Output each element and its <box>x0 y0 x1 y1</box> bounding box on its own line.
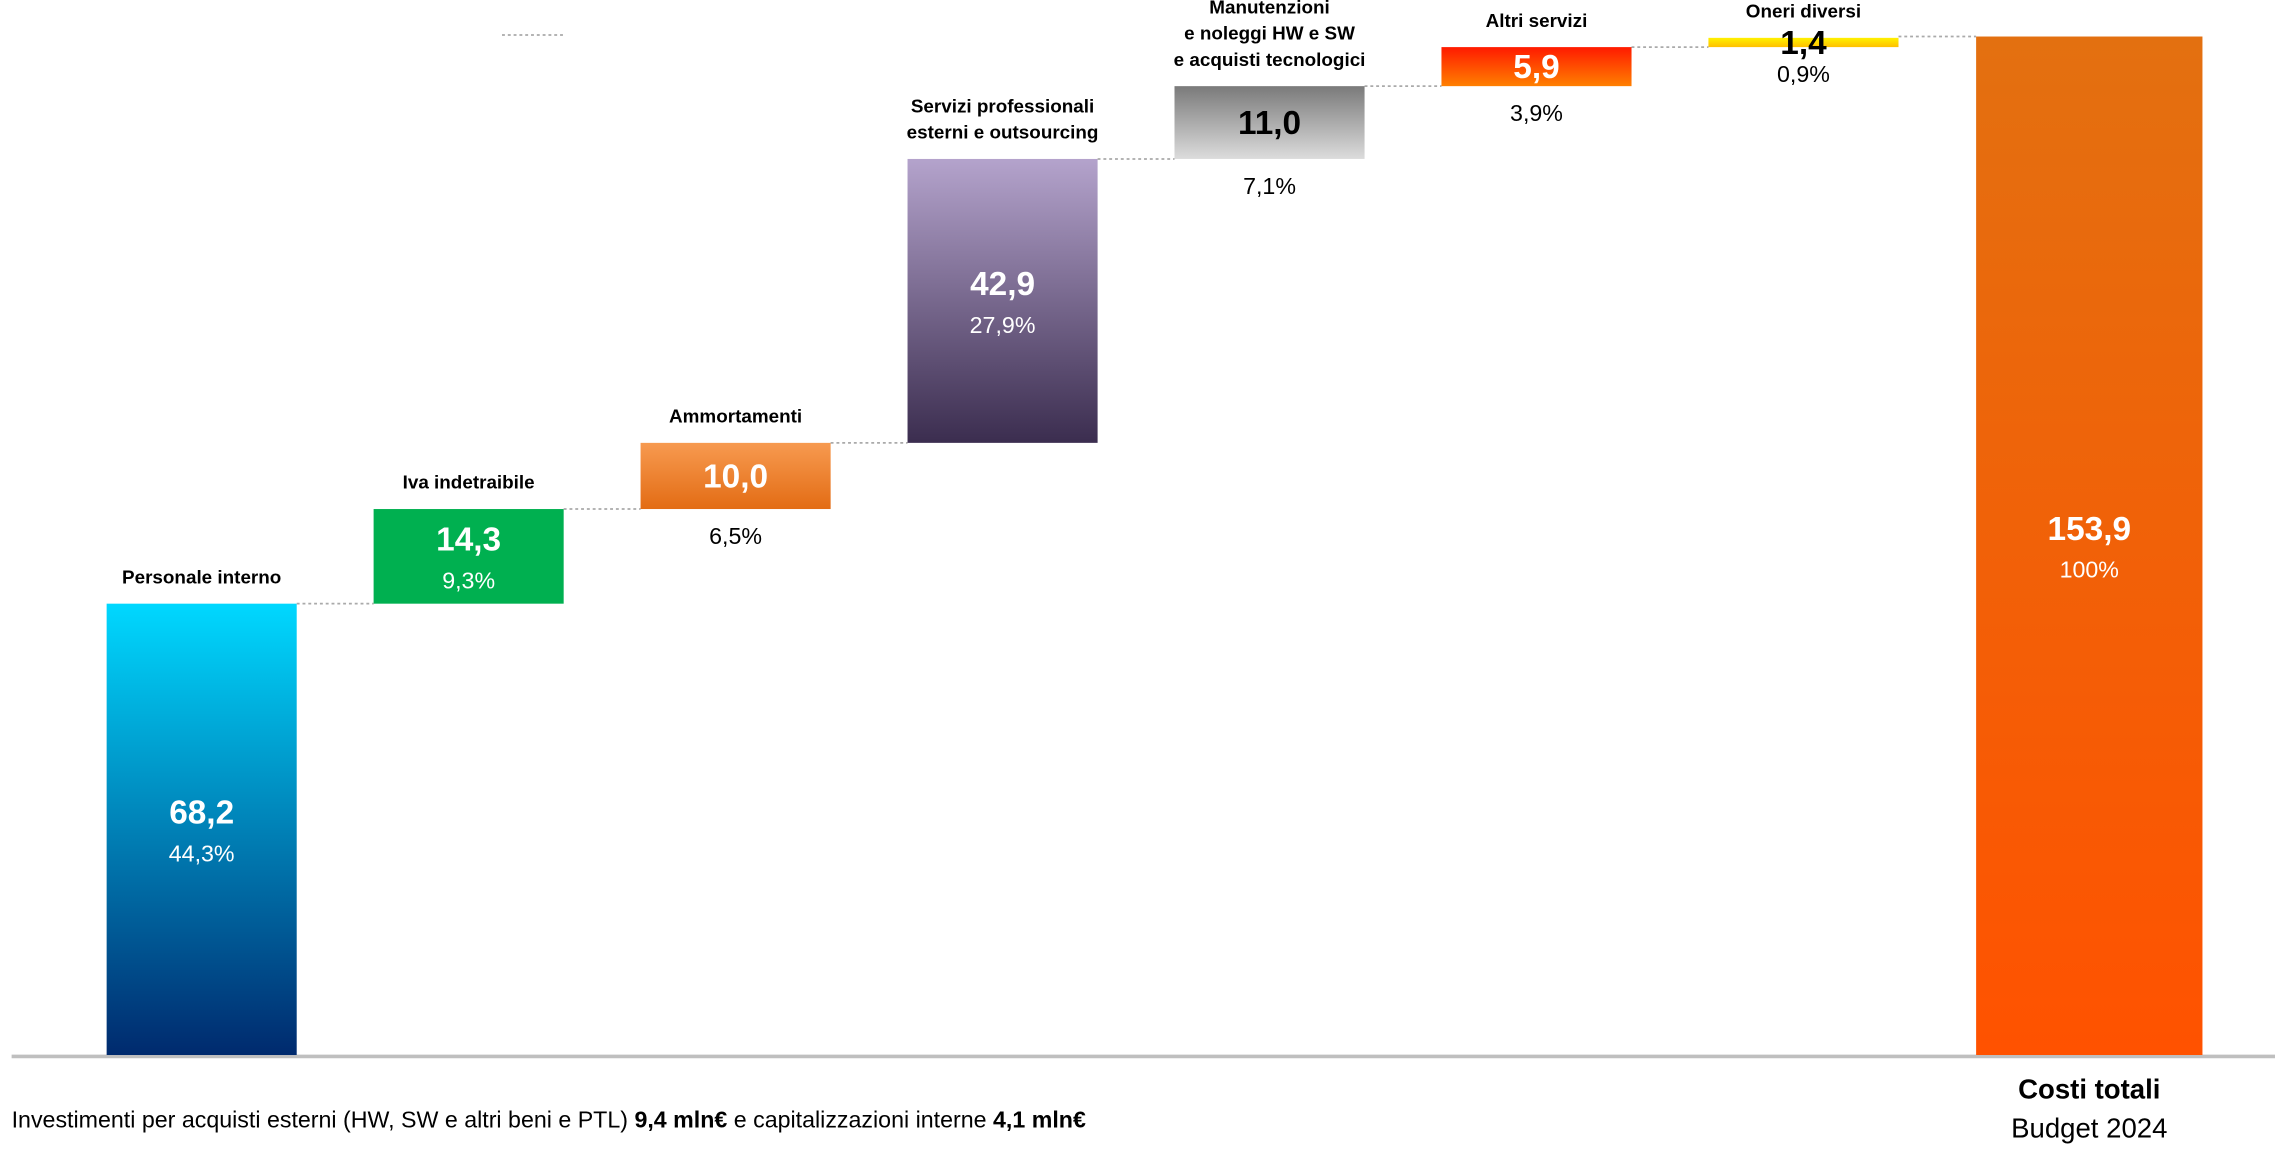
footnote-value: 9,4 mln€ <box>634 1107 727 1133</box>
share-label: 6,5% <box>709 523 762 549</box>
value-label: 153,9 <box>2048 511 2131 548</box>
share-label: 27,9% <box>970 312 1036 338</box>
category-label: Budget 2024 <box>2011 1113 2167 1144</box>
footnote-value: 4,1 mln€ <box>993 1107 1086 1133</box>
share-label: 44,3% <box>169 840 235 866</box>
category-label: e acquisti tecnologici <box>1174 49 1366 70</box>
value-label: 11,0 <box>1238 105 1301 142</box>
share-label: 7,1% <box>1243 173 1296 199</box>
bar <box>907 158 1098 443</box>
bar <box>640 442 831 510</box>
bar <box>1174 86 1365 159</box>
value-label: 10,0 <box>703 459 768 496</box>
footnote: Investimenti per acquisti esterni (HW, S… <box>12 1107 1086 1133</box>
bar <box>1708 37 1899 48</box>
bar <box>1976 36 2203 1056</box>
category-label: Costi totali <box>2018 1074 2160 1105</box>
category-label: Personale interno <box>122 566 281 587</box>
value-label: 68,2 <box>169 795 234 832</box>
value-label: 5,9 <box>1513 49 1559 86</box>
bar <box>1441 47 1632 87</box>
category-label: Oneri diversi <box>1746 1 1861 22</box>
footnote-text: Investimenti per acquisti esterni (HW, S… <box>12 1107 635 1133</box>
category-label: e noleggi HW e SW <box>1184 23 1355 44</box>
share-label: 0,9% <box>1777 61 1830 87</box>
value-label: 14,3 <box>436 522 501 559</box>
category-label: Servizi professionali <box>911 96 1094 117</box>
share-label: 9,3% <box>442 567 495 593</box>
bar <box>106 603 297 1056</box>
value-label: 1,4 <box>1780 25 1827 62</box>
footnote-text: e capitalizzazioni interne <box>727 1107 993 1133</box>
category-label: esterni e outsourcing <box>907 122 1099 143</box>
bar <box>373 509 564 604</box>
share-label: 3,9% <box>1510 100 1563 126</box>
category-label: Iva indetraibile <box>403 472 535 493</box>
value-label: 42,9 <box>970 266 1035 303</box>
category-label: Manutenzioni <box>1209 0 1329 18</box>
category-label: Altri servizi <box>1486 10 1588 31</box>
category-label: Ammortamenti <box>669 406 802 427</box>
share-label: 100% <box>2060 557 2119 583</box>
